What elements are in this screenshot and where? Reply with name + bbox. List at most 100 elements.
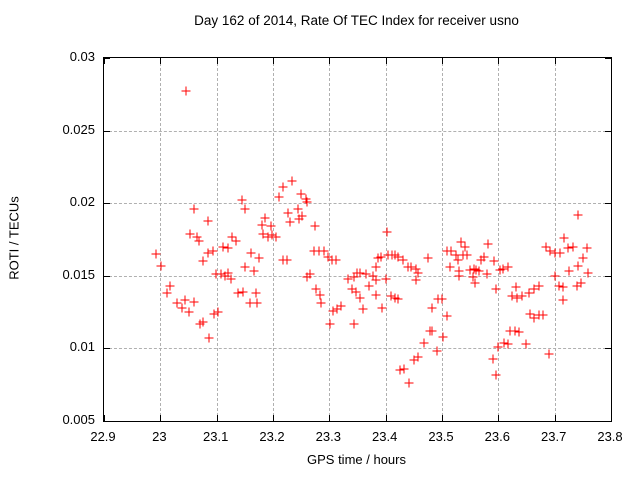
x-tick-mark <box>611 58 612 64</box>
y-tick-label: 0.03 <box>69 49 95 64</box>
y-tick-label: 0.02 <box>69 194 95 210</box>
data-point-marker <box>482 269 491 279</box>
data-point-marker <box>260 213 270 223</box>
x-tick-mark <box>104 415 105 421</box>
data-point-marker <box>573 261 583 271</box>
data-point-marker <box>371 275 381 285</box>
data-point-marker <box>198 256 208 266</box>
data-point-marker <box>285 217 295 227</box>
data-point-marker <box>427 303 437 313</box>
data-point-marker <box>491 284 501 294</box>
data-point-marker <box>314 246 324 256</box>
x-tick-label: 23.1 <box>203 429 229 444</box>
data-point-marker <box>555 248 565 258</box>
data-point-marker <box>377 303 387 313</box>
x-tick-label: 23.4 <box>372 429 398 444</box>
x-tick-mark <box>104 58 105 64</box>
data-point-marker <box>437 294 447 304</box>
data-point-marker <box>274 192 284 202</box>
data-point-marker <box>573 210 583 220</box>
data-point-marker <box>521 339 531 349</box>
x-tick-mark <box>160 58 162 64</box>
data-point-marker <box>454 266 464 276</box>
data-point-marker <box>319 246 329 256</box>
data-point-marker <box>558 282 568 292</box>
gridline-horizontal <box>104 348 611 350</box>
data-point-marker <box>226 274 236 284</box>
data-point-marker <box>382 227 392 237</box>
data-point-marker <box>257 220 267 230</box>
data-point-marker <box>489 256 499 266</box>
y-tick-mark <box>104 421 110 422</box>
data-point-marker <box>505 326 515 336</box>
data-point-marker <box>282 255 292 265</box>
data-point-marker <box>238 287 248 297</box>
x-tick-label: 23.2 <box>259 429 285 444</box>
x-tick-mark <box>385 415 387 421</box>
data-point-marker <box>470 278 480 288</box>
y-tick-mark <box>104 348 110 350</box>
gridline-horizontal <box>104 130 611 132</box>
data-point-marker <box>563 243 573 253</box>
data-point-marker <box>427 326 437 336</box>
chart-title: Day 162 of 2014, Rate Of TEC Index for r… <box>194 13 519 28</box>
data-point-marker <box>252 298 262 308</box>
data-point-marker <box>568 242 578 252</box>
data-point-marker <box>529 284 539 294</box>
data-point-marker <box>442 311 452 321</box>
data-point-marker <box>538 310 548 320</box>
data-point-marker <box>185 229 195 239</box>
data-point-marker <box>249 266 259 276</box>
x-tick-mark <box>329 415 331 421</box>
data-point-marker <box>411 275 421 285</box>
x-tick-label: 23 <box>152 429 167 444</box>
gridline-vertical <box>498 58 500 421</box>
data-point-marker <box>328 306 338 316</box>
data-point-marker <box>576 278 586 288</box>
data-point-marker <box>297 211 307 221</box>
data-point-marker <box>511 282 521 292</box>
data-point-marker <box>287 176 297 186</box>
data-point-marker <box>550 248 560 258</box>
x-tick-label: 23.8 <box>597 429 623 444</box>
data-point-marker <box>545 246 555 256</box>
data-point-marker <box>534 281 544 291</box>
data-point-marker <box>343 274 353 284</box>
plot-area <box>103 57 612 422</box>
data-point-marker <box>246 248 256 258</box>
data-point-marker <box>151 249 161 259</box>
x-tick-mark <box>385 58 387 64</box>
data-point-marker <box>315 290 325 300</box>
data-point-marker <box>423 253 433 263</box>
y-tick-mark <box>104 58 110 59</box>
y-tick-mark <box>104 203 110 205</box>
data-point-marker <box>413 352 423 362</box>
x-tick-mark <box>273 415 274 421</box>
data-point-marker <box>311 284 321 294</box>
data-point-marker <box>316 298 326 308</box>
data-point-marker <box>583 268 593 278</box>
data-point-marker <box>381 274 391 284</box>
data-point-marker <box>559 233 569 243</box>
data-point-marker <box>302 197 312 207</box>
x-tick-mark <box>611 415 612 421</box>
data-point-marker <box>550 271 560 281</box>
data-point-marker <box>503 262 513 272</box>
y-tick-mark <box>104 275 110 277</box>
data-point-marker <box>498 264 508 274</box>
data-point-marker <box>460 242 470 252</box>
data-point-marker <box>558 295 568 305</box>
y-tick-mark <box>104 130 110 132</box>
data-point-marker <box>474 266 484 276</box>
y-tick-label: 0.01 <box>69 339 95 355</box>
data-point-marker <box>189 204 199 214</box>
data-point-marker <box>491 370 501 380</box>
data-point-marker <box>203 248 213 258</box>
data-point-marker <box>479 252 489 262</box>
gridline-horizontal <box>104 203 611 205</box>
data-point-marker <box>223 243 233 253</box>
data-point-marker <box>172 298 182 308</box>
data-point-marker <box>468 272 478 282</box>
y-tick-mark <box>605 130 611 132</box>
